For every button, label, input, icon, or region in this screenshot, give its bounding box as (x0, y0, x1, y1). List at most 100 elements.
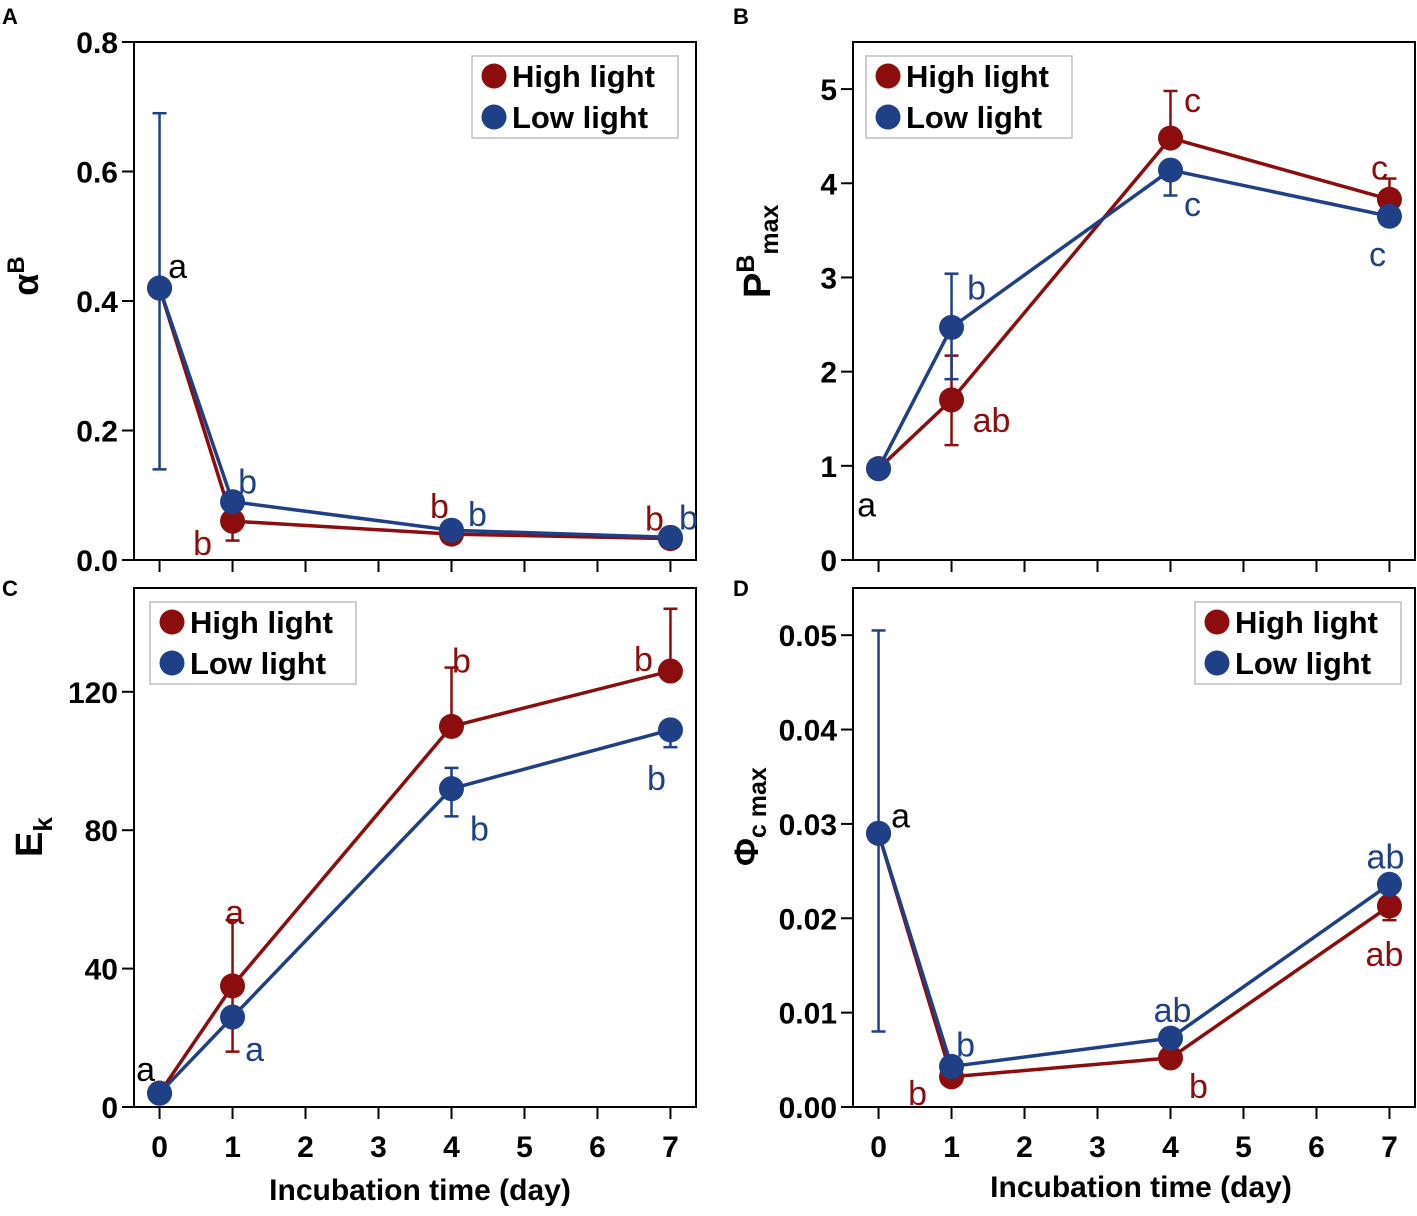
x-tick-label: 1 (224, 1131, 241, 1164)
low-data-point (939, 1053, 965, 1079)
x-tick-label: 4 (443, 1131, 460, 1164)
y-tick-label: 80 (85, 815, 118, 848)
legend-box (1194, 601, 1402, 685)
high-legend-marker (1204, 609, 1230, 635)
low-data-point (220, 489, 246, 515)
low-data-point (1376, 203, 1402, 229)
low-significance-label: b (468, 496, 487, 534)
y-tick-label: 4 (820, 168, 837, 201)
y-tick-label: 0 (820, 545, 837, 578)
low-data-point (438, 517, 464, 543)
y-tick-label: 2 (820, 357, 837, 390)
low-data-point (657, 524, 683, 550)
low-significance-label: a (168, 248, 187, 286)
legend-label: High light (1235, 605, 1378, 640)
low-significance-label: a (891, 797, 910, 835)
high-significance-label: b (452, 642, 471, 680)
low-legend-marker (481, 104, 507, 130)
y-tick-label: 0.04 (779, 715, 838, 748)
high-significance-label: b (193, 525, 212, 563)
high-series-line (157, 287, 671, 541)
high-significance-label: b (430, 488, 449, 526)
low-data-point (220, 1004, 246, 1030)
y-tick-label: 0.01 (779, 998, 837, 1031)
high-significance-label: ab (1366, 936, 1404, 974)
high-legend-marker (159, 609, 185, 635)
high-series-line (877, 136, 1390, 470)
legend-label: Low light (512, 100, 648, 135)
low-data-point (939, 314, 965, 340)
x-tick-label: 0 (151, 1131, 168, 1164)
high-data-point (220, 973, 246, 999)
ylabel-c: Ek (9, 817, 58, 857)
low-data-point (1157, 1025, 1183, 1051)
x-tick-label: 6 (589, 1131, 606, 1164)
low-significance-label: ab (1367, 838, 1405, 876)
legend-label: Low light (906, 100, 1042, 135)
low-series-line (157, 287, 671, 540)
high-data-point (1157, 125, 1183, 151)
legend-box (471, 55, 679, 139)
high-data-point (1376, 893, 1402, 919)
x-tick-label: 0 (870, 1131, 887, 1164)
low-significance-label: b (238, 464, 257, 502)
low-data-point (1376, 871, 1402, 897)
ylabel-b: PBmax (732, 204, 784, 298)
y-tick-label: 3 (820, 262, 837, 295)
y-tick-label: 0.03 (779, 809, 837, 842)
high-significance-label: b (908, 1075, 927, 1113)
low-legend-marker (875, 104, 901, 130)
y-tick-label: 0.02 (779, 903, 837, 936)
high-significance-label: ab (973, 402, 1011, 440)
legend-label: Low light (190, 646, 326, 681)
low-significance-label: b (647, 760, 666, 798)
high-significance-label: b (645, 501, 664, 539)
low-data-point (866, 820, 892, 846)
high-data-point (1157, 1045, 1183, 1071)
y-tick-label: 0.0 (76, 545, 118, 578)
x-tick-label: 4 (1162, 1131, 1179, 1164)
legend-box (865, 55, 1073, 139)
y-tick-label: 0.00 (779, 1092, 837, 1125)
low-significance-label: c (1369, 236, 1386, 274)
ylabel-d: Φc max (728, 767, 772, 866)
legend-label: Low light (1235, 646, 1371, 681)
y-tick-label: 0.8 (76, 27, 118, 60)
high-legend-marker (481, 63, 507, 89)
high-significance-label: b (1189, 1068, 1208, 1106)
high-data-point (220, 508, 246, 534)
plot-frame (852, 41, 1416, 561)
y-tick-label: 0.4 (76, 286, 118, 319)
y-tick-label: 120 (68, 677, 118, 710)
plot-frame (852, 587, 1416, 1108)
low-series-line (158, 728, 671, 1095)
y-tick-label: 0.6 (76, 157, 118, 190)
x-tick-label: 5 (1235, 1131, 1252, 1164)
low-significance-label: b (679, 499, 698, 537)
x-tick-label: 5 (516, 1131, 533, 1164)
panel-d: 0.000.010.020.030.040.050 1 2 3 4 5 6 7b bababab… (779, 587, 1416, 1164)
panel-letter-a: A (2, 4, 18, 29)
x-tick-label: 1 (943, 1131, 960, 1164)
low-significance-label: a (857, 487, 876, 525)
x-tick-label: 2 (1016, 1131, 1033, 1164)
low-data-point (1157, 157, 1183, 183)
low-significance-label: a (136, 1051, 155, 1089)
low-significance-label: ab (1154, 992, 1192, 1030)
low-significance-label: b (967, 269, 986, 307)
high-significance-label: a (225, 894, 244, 932)
low-data-point (147, 275, 173, 301)
x-tick-label: 2 (297, 1131, 314, 1164)
low-data-point (657, 717, 683, 743)
high-legend-marker (875, 63, 901, 89)
low-series-line (876, 832, 1391, 1069)
panel-letter-d: D (733, 576, 749, 601)
legend-label: High light (190, 605, 333, 640)
low-significance-label: b (470, 811, 489, 849)
panel-letter-c: C (2, 576, 18, 601)
high-data-point (438, 713, 464, 739)
xlabel-c: Incubation time (day) (269, 1174, 571, 1207)
